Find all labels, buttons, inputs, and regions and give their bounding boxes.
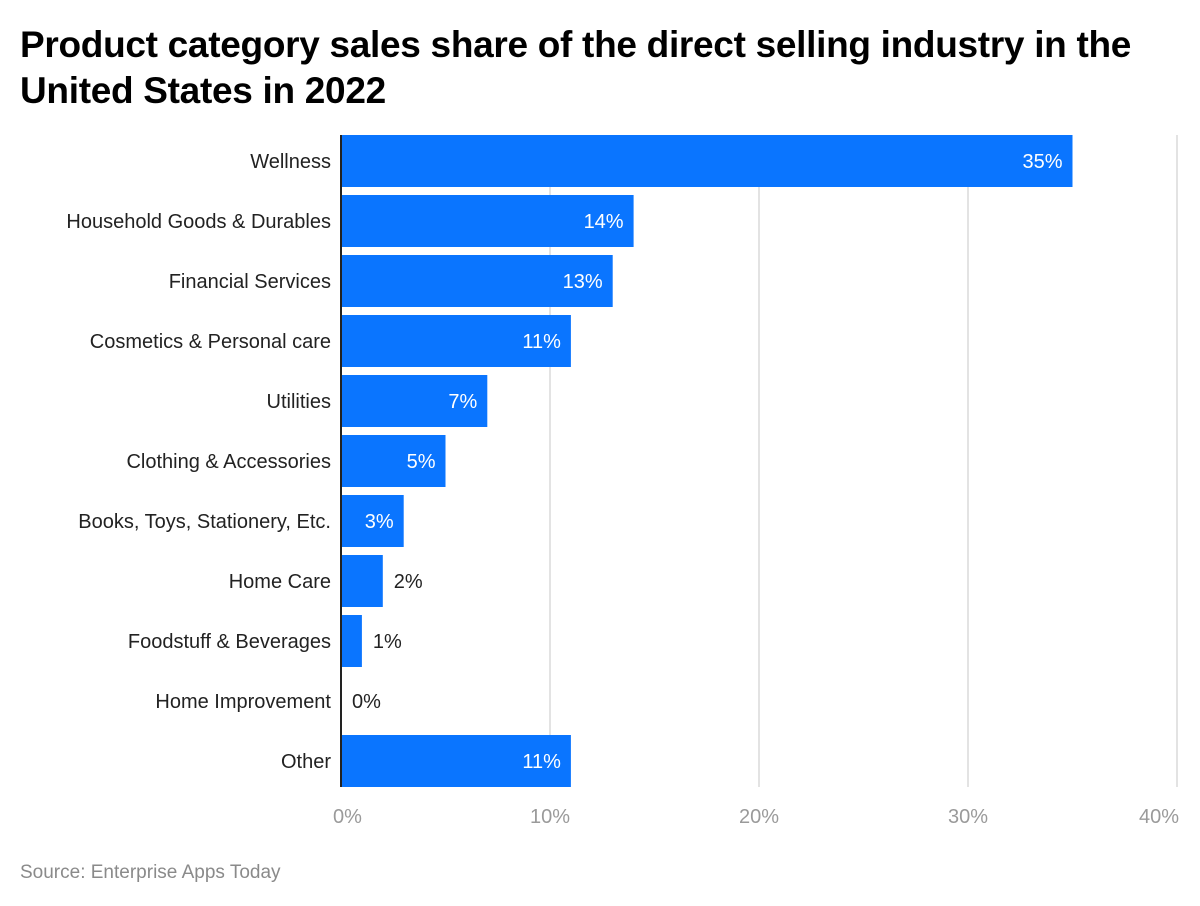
category-label: Books, Toys, Stationery, Etc.: [78, 511, 331, 533]
category-label: Clothing & Accessories: [126, 451, 331, 473]
bar: [341, 315, 571, 367]
bar: [341, 195, 634, 247]
bar: [341, 615, 362, 667]
category-label: Financial Services: [169, 271, 331, 293]
bar: [341, 495, 404, 547]
category-label: Foodstuff & Beverages: [128, 631, 331, 653]
category-label: Household Goods & Durables: [66, 211, 331, 233]
category-label: Wellness: [250, 151, 331, 173]
value-label: 1%: [373, 631, 402, 653]
value-label: 14%: [584, 211, 624, 233]
value-label: 11%: [522, 331, 561, 353]
x-tick-label: 10%: [530, 806, 570, 828]
category-label: Utilities: [267, 391, 331, 413]
bar: [341, 555, 383, 607]
value-label: 2%: [394, 571, 423, 593]
value-label: 5%: [407, 451, 436, 473]
x-tick-label: 20%: [739, 806, 779, 828]
category-label: Home Care: [229, 571, 331, 593]
chart-title: Product category sales share of the dire…: [20, 24, 1132, 111]
source-note: Source: Enterprise Apps Today: [20, 862, 281, 883]
value-label: 11%: [522, 751, 561, 773]
bar: [341, 375, 488, 427]
value-label: 7%: [448, 391, 477, 413]
value-label: 0%: [352, 691, 381, 713]
value-label: 35%: [1022, 151, 1062, 173]
category-label: Other: [281, 751, 331, 773]
x-tick-label: 0%: [333, 806, 362, 828]
category-label: Home Improvement: [155, 691, 331, 713]
bar: [341, 135, 1073, 187]
bar: [341, 735, 571, 787]
x-tick-label: 30%: [948, 806, 988, 828]
x-tick-label: 40%: [1139, 806, 1179, 828]
value-label: 13%: [563, 271, 603, 293]
bar: [341, 255, 613, 307]
bar: [341, 435, 446, 487]
category-label: Cosmetics & Personal care: [90, 331, 331, 353]
value-label: 3%: [365, 511, 394, 533]
